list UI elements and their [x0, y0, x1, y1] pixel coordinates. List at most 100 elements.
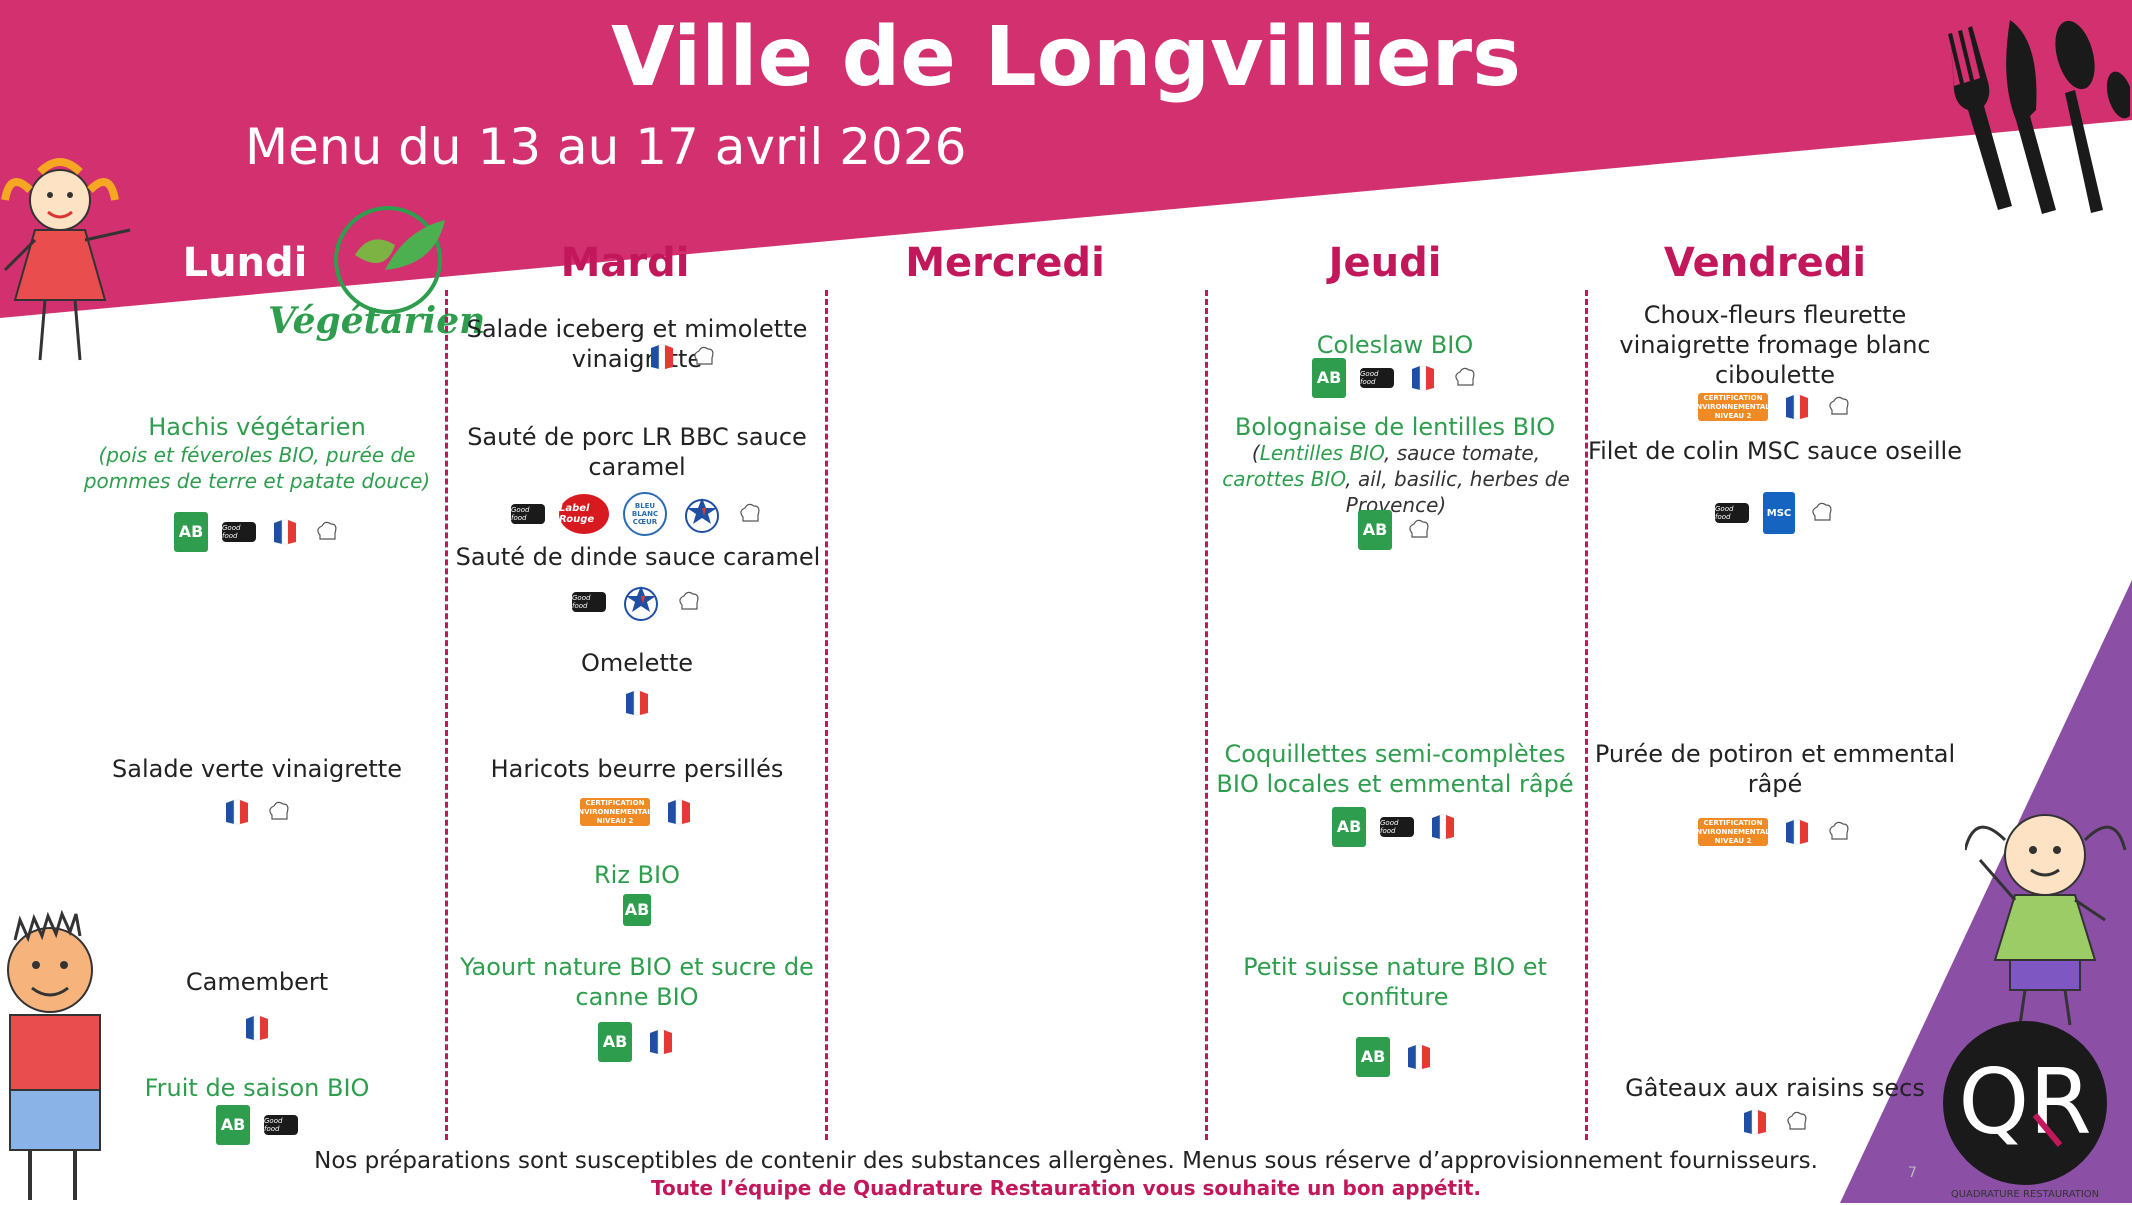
menu-dates: Menu du 13 au 17 avril 2026 [245, 118, 967, 176]
lundi-plat-labels: AB Good food [72, 512, 442, 552]
ab-bio-icon: AB [598, 1022, 632, 1062]
day-mercredi: Mercredi [905, 240, 1105, 286]
logo-brand: QUADRATURE RESTAURATION [1951, 1189, 2099, 1200]
toque-icon [1829, 396, 1849, 415]
mardi-plat1: Sauté de porc LR BBC sauce caramel [467, 423, 807, 481]
day-jeudi: Jeudi [1328, 240, 1442, 286]
jeudi-entree-labels: AB Good food [1210, 358, 1580, 398]
jeudi-plat: Bolognaise de lentilles BIO [1234, 413, 1556, 441]
page-title: Ville de Longvilliers [611, 10, 1521, 105]
jeudi-dessert: Petit suisse nature BIO et confiture [1243, 953, 1547, 1011]
column-separator [825, 290, 828, 1140]
ab-bio-icon: AB [623, 894, 651, 926]
lundi-dessert: Fruit de saison BIO [144, 1074, 370, 1102]
mardi-entree: Salade iceberg et mimolette vinaigrette [466, 315, 808, 373]
quadrature-logo: QR QUADRATURE RESTAURATION [1943, 1021, 2107, 1200]
french-flag-icon [626, 690, 648, 716]
toque-icon [1455, 367, 1475, 386]
ab-bio-icon: AB [1312, 358, 1346, 398]
toque-icon [317, 521, 337, 540]
good-food-icon: Good food [1715, 503, 1749, 523]
toque-icon [1409, 519, 1429, 538]
french-flag-icon [1408, 1044, 1430, 1070]
boy-drawing-icon [7, 910, 101, 1200]
toque-icon [694, 346, 714, 365]
jeudi-accompagnement-labels: AB Good food [1210, 807, 1580, 847]
mardi-plat2-labels: Good food [452, 582, 822, 622]
vendredi-dessert: Gâteaux aux raisins secs [1625, 1074, 1925, 1102]
mardi-legume-labels: CERTIFICATION ENVIRONNEMENTALE NIVEAU 2 [452, 797, 822, 827]
girl-drawing-icon [1, 158, 131, 361]
ab-bio-icon: AB [1356, 1037, 1390, 1077]
jeudi-accompagnement: Coquillettes semi-complètes BIO locales … [1216, 740, 1574, 798]
jeudi-plat-labels: AB [1210, 510, 1580, 550]
french-flag-icon [1786, 819, 1808, 845]
mardi-feculent-labels: AB [452, 894, 822, 926]
mardi-plat1-labels: Good food Label Rouge BLEU BLANC CŒUR [452, 492, 822, 536]
mardi-plat3: Omelette [580, 649, 694, 677]
lundi-fromage: Camembert [185, 968, 329, 996]
toque-icon [1812, 502, 1832, 521]
header-band [0, 0, 2132, 318]
toque-icon [679, 591, 699, 610]
jeudi-dessert-labels: AB [1210, 1037, 1580, 1077]
vegetarian-label: Végétarien [268, 300, 486, 342]
french-flag-icon [1412, 365, 1434, 391]
good-food-icon: Good food [264, 1115, 298, 1135]
girl-right-drawing-icon [1965, 814, 2127, 1026]
mardi-plat3-labels [452, 688, 822, 718]
column-separator [1585, 290, 1588, 1140]
lundi-dessert-labels: AB Good food [72, 1105, 442, 1145]
certification-env-icon: CERTIFICATION ENVIRONNEMENTALE NIVEAU 2 [1691, 393, 1775, 421]
msc-icon: MSC [1763, 492, 1795, 534]
french-flag-icon [1786, 394, 1808, 420]
mardi-dessert-labels: AB [452, 1022, 822, 1062]
certification-env-icon: CERTIFICATION ENVIRONNEMENTALE NIVEAU 2 [1691, 818, 1775, 846]
lundi-legume-labels [72, 797, 442, 827]
lundi-plat: Hachis végétarien [148, 413, 366, 441]
vendredi-accompagnement-labels: CERTIFICATION ENVIRONNEMENTALE NIVEAU 2 [1590, 817, 1960, 847]
bon-appetit-message: Toute l’équipe de Quadrature Restauratio… [650, 1176, 1482, 1200]
good-food-icon: Good food [572, 592, 606, 612]
ab-bio-icon: AB [1332, 807, 1366, 847]
vendredi-plat: Filet de colin MSC sauce oseille [1588, 437, 1962, 465]
vendredi-dessert-labels [1590, 1107, 1960, 1137]
page-number: 7 [1908, 1165, 1917, 1181]
french-flag-icon [668, 799, 690, 825]
vendredi-plat-labels: Good food MSC [1590, 492, 1960, 534]
french-flag-icon [651, 344, 673, 370]
french-flag-icon [246, 1015, 268, 1041]
mardi-feculent: Riz BIO [593, 861, 680, 889]
ab-bio-icon: AB [1358, 510, 1392, 550]
bleu-blanc-coeur-icon: BLEU BLANC CŒUR [623, 492, 667, 536]
french-flag-icon [1432, 814, 1454, 840]
french-flag-icon [274, 519, 296, 545]
vegetarian-leaf-icon [334, 206, 445, 314]
french-flag-icon [226, 799, 248, 825]
french-flag-icon [1744, 1109, 1766, 1135]
viande-francaise-icon [624, 586, 658, 621]
certification-env-icon: CERTIFICATION ENVIRONNEMENTALE NIVEAU 2 [573, 798, 657, 826]
toque-icon [269, 801, 289, 820]
lundi-plat-detail: (pois et féveroles BIO, purée de pommes … [83, 443, 431, 493]
toque-icon [1787, 1111, 1807, 1130]
french-flag-icon [650, 1029, 672, 1055]
toque-icon [740, 503, 760, 522]
vendredi-entree: Choux-fleurs fleurette vinaigrette froma… [1619, 301, 1931, 389]
logo-text: QR [1958, 1050, 2091, 1155]
mardi-legume: Haricots beurre persillés [490, 755, 784, 783]
lundi-fromage-labels [72, 1013, 442, 1043]
good-food-icon: Good food [1380, 817, 1414, 837]
jeudi-entree: Coleslaw BIO [1316, 331, 1474, 359]
mardi-entree-labels [552, 342, 812, 372]
ab-bio-icon: AB [174, 512, 208, 552]
column-separator [445, 290, 448, 1140]
toque-icon [1829, 821, 1849, 840]
column-separator [1205, 290, 1208, 1140]
ab-bio-icon: AB [216, 1105, 250, 1145]
good-food-icon: Good food [1360, 368, 1394, 388]
day-mardi: Mardi [560, 240, 690, 286]
jeudi-plat-detail: (Lentilles BIO, sauce tomate, carottes B… [1222, 441, 1570, 517]
label-rouge-icon: Label Rouge [559, 494, 609, 534]
allergen-notice: Nos préparations sont susceptibles de co… [314, 1148, 1818, 1174]
